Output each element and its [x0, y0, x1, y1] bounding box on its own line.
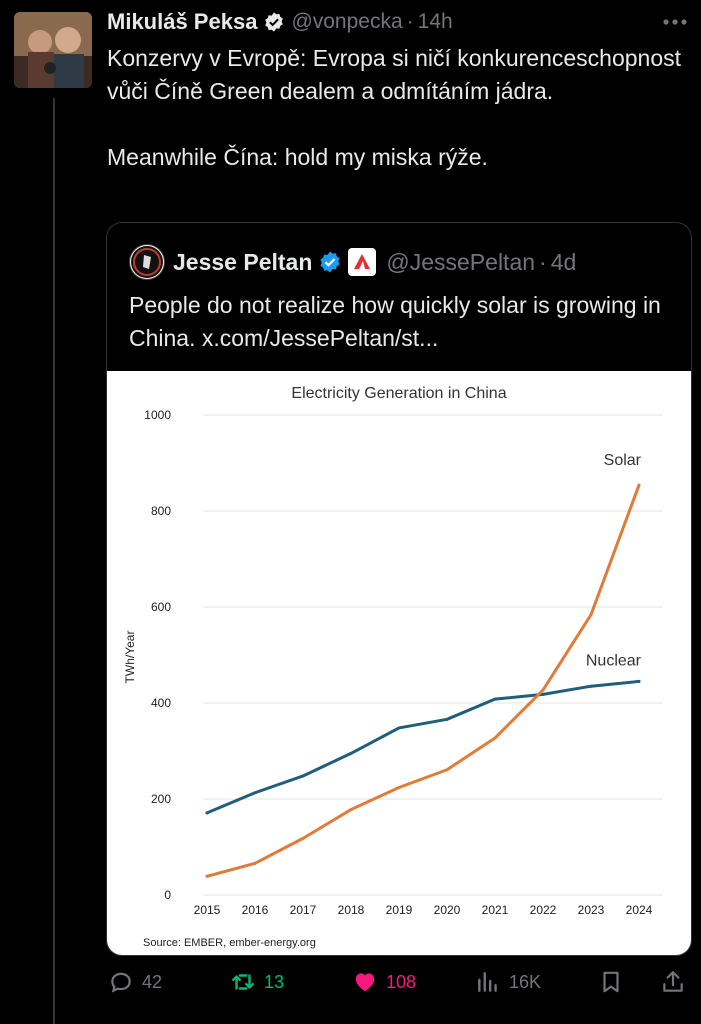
quote-author-handle[interactable]: @JessePeltan	[386, 248, 536, 275]
y-tick-label: 400	[151, 696, 171, 710]
views-icon	[478, 972, 497, 992]
quote-time[interactable]: 4d	[550, 248, 577, 275]
author-handle[interactable]: @vonpecka	[291, 10, 403, 33]
data-point-nuclear	[397, 726, 401, 730]
reply-icon	[111, 972, 131, 993]
data-point-nuclear	[445, 717, 449, 721]
x-tick-label: 2023	[578, 903, 605, 917]
data-point-solar	[205, 874, 209, 878]
data-point-nuclear	[493, 697, 497, 701]
more-icon	[663, 19, 687, 25]
chart-source: Source: EMBER, ember-energy.org	[143, 937, 316, 949]
author-avatar[interactable]	[14, 12, 92, 88]
tweet-header: Mikuláš Peksa @vonpecka · 14h	[107, 8, 453, 36]
data-point-solar	[349, 808, 353, 812]
repost-button[interactable]: 13	[230, 966, 284, 998]
tweet-time[interactable]: 14h	[417, 10, 453, 33]
views-count: 16K	[509, 971, 542, 992]
chart-title: Electricity Generation in China	[291, 385, 506, 402]
views-button[interactable]: 16K	[475, 966, 541, 998]
x-tick-label: 2015	[194, 903, 221, 917]
data-point-solar	[589, 613, 593, 617]
data-point-nuclear	[253, 791, 257, 795]
repost-icon	[232, 974, 254, 990]
data-point-nuclear	[637, 679, 641, 683]
y-axis-label: TWh/Year	[123, 631, 137, 684]
affiliate-badge-icon	[348, 248, 377, 276]
reply-button[interactable]: 42	[108, 966, 162, 998]
line-chart: Electricity Generation in China TWh/Year…	[123, 385, 663, 949]
repost-count: 13	[264, 971, 285, 992]
y-tick-label: 0	[164, 888, 171, 902]
data-point-solar	[445, 768, 449, 772]
y-tick-label: 200	[151, 792, 171, 806]
share-button[interactable]	[660, 966, 686, 998]
data-point-nuclear	[301, 774, 305, 778]
data-point-nuclear	[541, 692, 545, 696]
data-point-solar	[637, 483, 641, 487]
series-line-solar	[205, 483, 641, 878]
data-point-solar	[541, 688, 545, 692]
data-point-solar	[253, 861, 257, 865]
x-tick-label: 2017	[290, 903, 317, 917]
like-count: 108	[386, 971, 417, 992]
x-tick-label: 2019	[386, 903, 413, 917]
y-tick-label: 800	[151, 504, 171, 518]
bookmark-button[interactable]	[598, 966, 624, 998]
series-label-solar: Solar	[604, 452, 642, 469]
y-tick-label: 600	[151, 600, 171, 614]
data-point-solar	[493, 736, 497, 740]
tweet-text: Konzervy v Evropě: Evropa si ničí konkur…	[107, 45, 682, 170]
share-icon	[663, 971, 683, 992]
data-point-solar	[397, 785, 401, 789]
chart-image[interactable]: Electricity Generation in China TWh/Year…	[107, 371, 691, 955]
quote-author-avatar	[129, 244, 165, 280]
more-options-button[interactable]	[660, 10, 690, 34]
quote-author-name[interactable]: Jesse Peltan	[173, 248, 313, 275]
reply-count: 42	[142, 971, 163, 992]
time-separator: ·	[406, 10, 414, 33]
x-tick-label: 2024	[626, 903, 653, 917]
data-point-nuclear	[349, 751, 353, 755]
x-tick-label: 2022	[530, 903, 557, 917]
author-name[interactable]: Mikuláš Peksa	[107, 9, 258, 34]
data-point-nuclear	[205, 811, 209, 815]
action-bar: 42 13 108 16K	[0, 962, 701, 1002]
data-point-solar	[301, 836, 305, 840]
series-label-nuclear: Nuclear	[586, 652, 642, 669]
x-tick-label: 2020	[434, 903, 461, 917]
x-tick-label: 2018	[338, 903, 365, 917]
like-button[interactable]: 108	[352, 966, 416, 998]
time-separator: ·	[539, 248, 547, 275]
series-line-nuclear	[205, 679, 641, 815]
bookmark-icon	[603, 971, 619, 993]
heart-icon	[355, 973, 375, 992]
quote-header: Jesse Peltan @JessePeltan · 4d	[129, 244, 577, 280]
verified-badge-icon	[320, 251, 340, 273]
quote-text: People do not realize how quickly solar …	[129, 292, 661, 351]
x-tick-label: 2016	[242, 903, 269, 917]
thread-line	[53, 98, 55, 1024]
x-tick-label: 2021	[482, 903, 509, 917]
verified-badge-icon	[265, 12, 284, 32]
y-tick-label: 1000	[144, 408, 171, 422]
quoted-tweet-card[interactable]: Jesse Peltan @JessePeltan · 4d People do…	[106, 222, 692, 956]
data-point-nuclear	[589, 684, 593, 688]
